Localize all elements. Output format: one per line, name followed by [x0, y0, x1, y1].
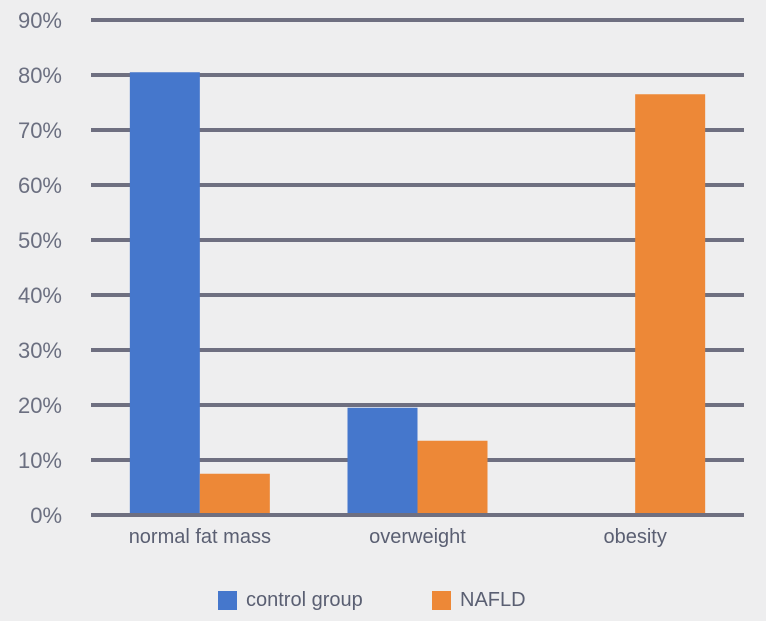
legend-label-control-group: control group — [246, 589, 363, 611]
x-tick-label: obesity — [603, 526, 666, 548]
bar-control-group-normal-fat-mass — [129, 72, 200, 515]
x-axis-ticks: normal fat mass overweight obesity — [129, 526, 667, 548]
bar-nafld-normal-fat-mass — [199, 473, 270, 515]
y-tick-label: 10% — [18, 448, 62, 473]
legend: control group NAFLD — [218, 589, 526, 611]
y-tick-label: 70% — [18, 118, 62, 143]
bars — [91, 72, 744, 517]
y-tick-label: 30% — [18, 338, 62, 363]
legend-swatch-control-group — [218, 591, 237, 610]
x-tick-label: normal fat mass — [129, 526, 271, 548]
legend-label-nafld: NAFLD — [460, 589, 526, 611]
bar-nafld-overweight — [417, 440, 488, 515]
bar-control-group-overweight — [347, 407, 418, 515]
y-tick-label: 60% — [18, 173, 62, 198]
y-axis-ticks: 0% 10% 20% 30% 40% 50% 60% 70% 80% 90% — [18, 8, 62, 528]
y-tick-label: 50% — [18, 228, 62, 253]
y-tick-label: 20% — [18, 393, 62, 418]
y-tick-label: 40% — [18, 283, 62, 308]
legend-swatch-nafld — [432, 591, 451, 610]
y-tick-label: 0% — [30, 503, 62, 528]
y-tick-label: 90% — [18, 8, 62, 33]
y-tick-label: 80% — [18, 63, 62, 88]
bar-nafld-obesity — [635, 94, 706, 515]
x-tick-label: overweight — [369, 526, 466, 548]
